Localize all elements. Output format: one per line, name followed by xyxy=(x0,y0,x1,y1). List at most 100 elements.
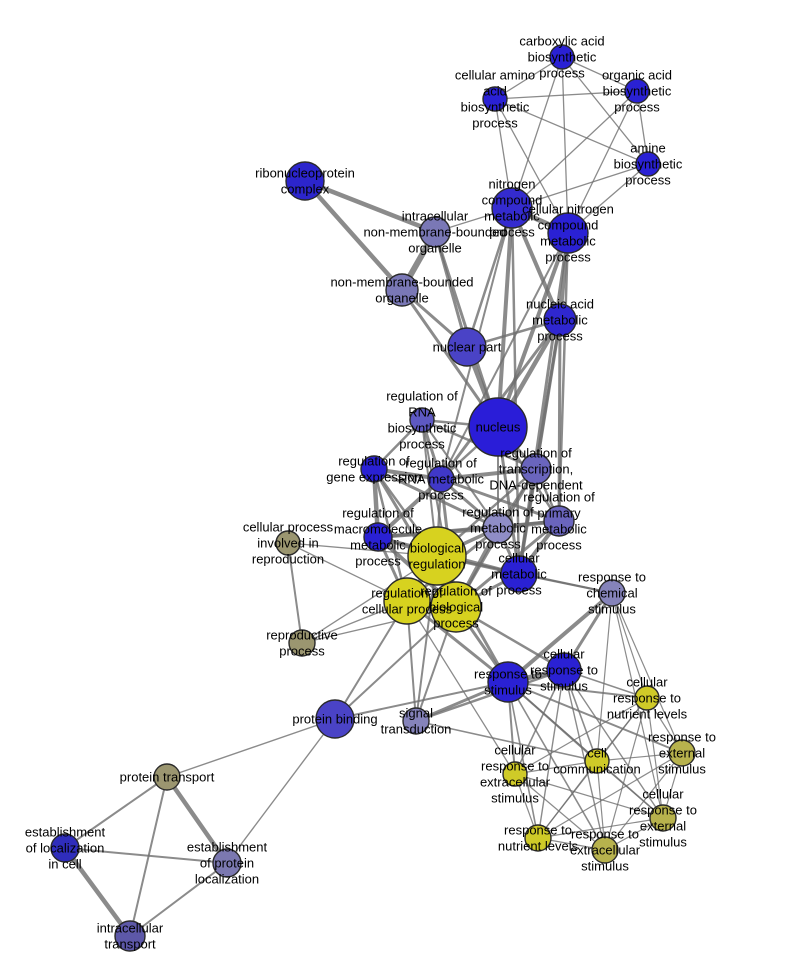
edge-cellular-amino-acid-biosynthetic-process--amine-biosynthetic-process xyxy=(494,98,649,165)
edge-nucleic-acid-metabolic-process--regulation-of-primary-metabolic-process xyxy=(557,318,562,523)
node-label-signal-transduction: signal transduction xyxy=(381,706,452,737)
node-nitrogen-compound-metabolic-process[interactable] xyxy=(491,187,533,229)
node-label-protein-transport: protein transport xyxy=(120,770,215,785)
node-cell-communication[interactable] xyxy=(584,748,610,774)
node-label-response-to-stimulus: response to stimulus xyxy=(474,667,542,698)
node-regulation-of-gene-expression[interactable] xyxy=(360,455,388,483)
edge-nitrogen-compound-metabolic-process--nuclear-part xyxy=(465,206,514,349)
edge-regulation-of-rna-biosynthetic-process--regulation-of-metabolic-process xyxy=(421,419,499,529)
node-regulation-of-transcription-dna-dependent[interactable] xyxy=(520,453,552,485)
node-amine-biosynthetic-process[interactable] xyxy=(635,151,661,177)
node-intracellular-transport[interactable] xyxy=(114,920,146,952)
edge-signal-transduction--cell-communication xyxy=(415,720,598,762)
node-label-nucleic-acid-metabolic-process: nucleic acid metabolic process xyxy=(526,297,594,344)
node-ribonucleoprotein-complex[interactable] xyxy=(285,161,325,201)
edge-nitrogen-compound-metabolic-process--cellular-metabolic-process xyxy=(510,206,521,576)
node-protein-transport[interactable] xyxy=(153,763,181,791)
node-intracellular-non-membrane-bounded-organelle[interactable] xyxy=(419,216,451,248)
edge-protein-binding--protein-transport xyxy=(166,718,336,778)
node-label-response-to-chemical-stimulus: response to chemical stimulus xyxy=(578,570,646,617)
edge-response-to-external-stimulus--cell-communication xyxy=(596,752,683,762)
node-response-to-chemical-stimulus[interactable] xyxy=(598,579,626,607)
node-label-regulation-of-rna-biosynthetic-process: regulation of RNA biosynthetic process xyxy=(386,389,458,452)
edge-establishment-of-localization-in-cell--establishment-of-protein-localization xyxy=(64,847,228,864)
node-label-cellular-metabolic-process: cellular metabolic process xyxy=(491,551,547,598)
node-response-to-extracellular-stimulus[interactable] xyxy=(591,836,619,864)
node-label-regulation-of-metabolic-process: regulation of metabolic process xyxy=(462,505,534,552)
node-response-to-nutrient-levels[interactable] xyxy=(524,824,552,852)
node-cellular-response-to-extracellular-stimulus[interactable] xyxy=(502,761,528,787)
edge-establishment-of-localization-in-cell--intracellular-transport xyxy=(62,845,133,939)
edge-cellular-nitrogen-compound-metabolic-process--nucleus xyxy=(496,231,570,429)
node-layer xyxy=(50,44,696,952)
node-regulation-of-cellular-process[interactable] xyxy=(383,577,431,625)
node-label-amine-biosynthetic-process: amine biosynthetic process xyxy=(614,141,683,188)
node-regulation-of-primary-metabolic-process[interactable] xyxy=(543,505,575,537)
node-label-regulation-of-primary-metabolic-process: regulation of primary metabolic process xyxy=(523,490,595,553)
node-regulation-of-rna-metabolic-process[interactable] xyxy=(427,465,455,493)
edge-regulation-of-rna-metabolic-process--regulation-of-primary-metabolic-process xyxy=(439,477,561,523)
node-carboxylic-acid-biosynthetic-process[interactable] xyxy=(549,44,575,70)
node-regulation-of-metabolic-process[interactable] xyxy=(482,512,514,544)
node-nucleus[interactable] xyxy=(468,397,528,457)
edge-cellular-response-to-stimulus--cellular-response-to-external-stimulus xyxy=(563,669,664,819)
node-cellular-process-involved-in-reproduction[interactable] xyxy=(275,530,301,556)
node-label-non-membrane-bounded-organelle: non-membrane-bounded organelle xyxy=(330,275,473,306)
node-biological-regulation[interactable] xyxy=(407,526,467,586)
edge-nucleic-acid-metabolic-process--regulation-of-transcription-dna-dependent xyxy=(534,318,562,471)
edge-cellular-amino-acid-biosynthetic-process--cellular-nitrogen-compound-metabolic-process xyxy=(494,98,569,234)
node-label-intracellular-transport: intracellular transport xyxy=(97,921,164,952)
node-response-to-stimulus[interactable] xyxy=(487,661,529,703)
edge-cellular-response-to-stimulus--cellular-response-to-extracellular-stimulus xyxy=(514,669,565,775)
edge-carboxylic-acid-biosynthetic-process--amine-biosynthetic-process xyxy=(561,56,649,165)
node-label-protein-binding: protein binding xyxy=(292,712,377,727)
node-establishment-of-localization-in-cell[interactable] xyxy=(50,833,80,863)
node-cellular-nitrogen-compound-metabolic-process[interactable] xyxy=(547,212,589,254)
edge-response-to-chemical-stimulus--response-to-external-stimulus xyxy=(611,592,683,754)
node-label-cellular-amino-acid-biosynthetic-process: cellular amino acid biosynthetic process xyxy=(455,68,535,131)
edge-ribonucleoprotein-complex--intracellular-non-membrane-bounded-organelle xyxy=(302,178,438,235)
edge-cell-communication--response-to-nutrient-levels xyxy=(537,760,598,839)
node-label-nitrogen-compound-metabolic-process: nitrogen compound metabolic process xyxy=(482,177,543,240)
edge-cellular-response-to-nutrient-levels--response-to-extracellular-stimulus xyxy=(604,697,648,851)
node-label-nucleus: nucleus xyxy=(476,420,521,435)
node-non-membrane-bounded-organelle[interactable] xyxy=(385,273,419,307)
node-label-response-to-external-stimulus: response to external stimulus xyxy=(648,730,716,777)
node-label-regulation-of-cellular-process: regulation of cellular process xyxy=(362,586,453,617)
node-cellular-response-to-stimulus[interactable] xyxy=(546,652,582,688)
node-label-response-to-nutrient-levels: response to nutrient levels xyxy=(498,823,579,854)
node-response-to-external-stimulus[interactable] xyxy=(668,739,696,767)
edge-protein-binding--establishment-of-protein-localization xyxy=(226,718,336,864)
node-establishment-of-protein-localization[interactable] xyxy=(212,848,242,878)
edge-carboxylic-acid-biosynthetic-process--cellular-amino-acid-biosynthetic-process xyxy=(494,56,563,100)
node-label-carboxylic-acid-biosynthetic-process: carboxylic acid biosynthetic process xyxy=(519,34,604,81)
edge-response-to-stimulus--response-to-extracellular-stimulus xyxy=(507,681,606,851)
edge-cell-communication--response-to-extracellular-stimulus xyxy=(596,760,606,851)
node-regulation-of-macromolecule-metabolic-process[interactable] xyxy=(363,522,393,552)
node-nuclear-part[interactable] xyxy=(447,327,487,367)
edge-cellular-response-to-nutrient-levels--cellular-response-to-external-stimulus xyxy=(646,697,664,819)
node-cellular-response-to-external-stimulus[interactable] xyxy=(649,804,677,832)
node-label-establishment-of-protein-localization: establishment of protein localization xyxy=(187,840,268,887)
edge-protein-transport--establishment-of-protein-localization xyxy=(164,774,230,866)
node-label-cellular-nitrogen-compound-metabolic-process: cellular nitrogen compound metabolic proces… xyxy=(522,202,614,265)
node-label-regulation-of-rna-metabolic-process: regulation of RNA metabolic process xyxy=(398,456,484,503)
node-organic-acid-biosynthetic-process[interactable] xyxy=(624,78,650,104)
node-label-intracellular-non-membrane-bounded-organelle: intracellular non-membrane-bounded organel… xyxy=(363,209,506,256)
node-cellular-amino-acid-biosynthetic-process[interactable] xyxy=(482,86,508,112)
node-cellular-metabolic-process[interactable] xyxy=(500,555,538,593)
node-cellular-response-to-nutrient-levels[interactable] xyxy=(634,685,660,711)
edge-cellular-response-to-extracellular-stimulus--cellular-response-to-external-stimulus xyxy=(514,773,664,819)
edge-nitrogen-compound-metabolic-process--nucleus xyxy=(496,206,514,429)
edge-carboxylic-acid-biosynthetic-process--nitrogen-compound-metabolic-process xyxy=(511,56,563,209)
node-regulation-of-biological-process[interactable] xyxy=(430,581,482,633)
node-reproductive-process[interactable] xyxy=(288,629,316,657)
node-protein-binding[interactable] xyxy=(315,699,355,739)
edge-response-to-chemical-stimulus--cell-communication xyxy=(596,592,613,762)
edge-carboxylic-acid-biosynthetic-process--cellular-nitrogen-compound-metabolic-process xyxy=(561,56,569,234)
node-regulation-of-rna-biosynthetic-process[interactable] xyxy=(409,407,435,433)
node-nucleic-acid-metabolic-process[interactable] xyxy=(543,303,577,337)
edge-organic-acid-biosynthetic-process--cellular-nitrogen-compound-metabolic-process xyxy=(567,90,638,234)
node-signal-transduction[interactable] xyxy=(402,707,430,735)
